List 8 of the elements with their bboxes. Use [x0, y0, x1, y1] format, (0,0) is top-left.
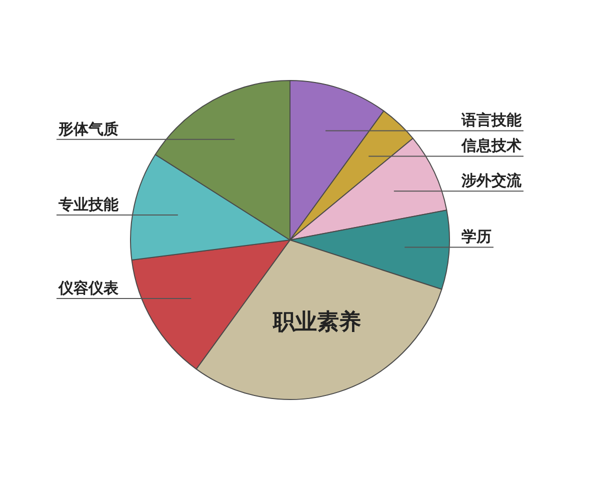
- slice-label: 职业素养: [272, 309, 362, 336]
- slice-label: 语言技能: [460, 111, 522, 130]
- slice-label: 形体气质: [58, 120, 118, 138]
- slice-label: 信息技术: [460, 136, 522, 155]
- slice-label: 学历: [462, 228, 492, 246]
- slice-label: 专业技能: [58, 195, 120, 214]
- slice-label: 仪容仪表: [58, 278, 120, 297]
- slice-label: 涉外交流: [460, 171, 522, 190]
